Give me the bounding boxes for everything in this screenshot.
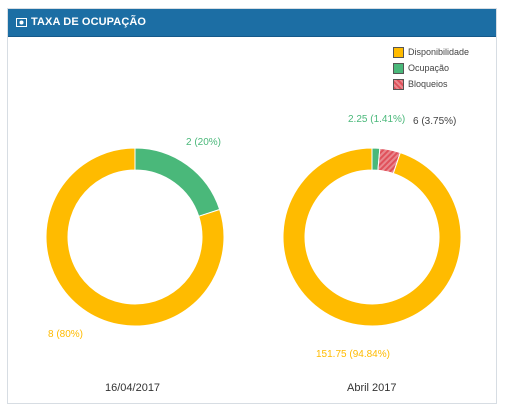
panel-header: TAXA DE OCUPAÇÃO	[8, 9, 496, 37]
slice-label: 2 (20%)	[186, 137, 222, 148]
donut-slice-disponibilidade[interactable]	[45, 147, 225, 327]
donut-slice-disponibilidade[interactable]	[282, 147, 462, 327]
money-icon	[16, 18, 27, 27]
legend-item-ocupacao[interactable]: Ocupação	[393, 60, 469, 76]
occupancy-panel: TAXA DE OCUPAÇÃO	[7, 8, 497, 404]
legend-label-ocupacao: Ocupação	[408, 63, 450, 73]
chart-legend: Disponibilidade Ocupação Bloqueios	[393, 44, 469, 92]
slice-label: 151.75 (94.84%)	[316, 349, 390, 360]
legend-swatch-disponibilidade	[393, 46, 404, 58]
legend-swatch-bloqueios	[393, 78, 404, 90]
donut-chart-daily	[45, 147, 225, 327]
legend-label-bloqueios: Bloqueios	[408, 79, 448, 89]
legend-item-bloqueios[interactable]: Bloqueios	[393, 76, 469, 92]
slice-label: 6 (3.75%)	[413, 116, 457, 127]
panel-title: TAXA DE OCUPAÇÃO	[31, 16, 147, 28]
chart-title: 16/04/2017	[105, 382, 161, 394]
slice-label: 2.25 (1.41%)	[348, 114, 406, 125]
legend-label-disponibilidade: Disponibilidade	[408, 47, 470, 57]
legend-swatch-ocupacao	[393, 62, 404, 74]
chart-title: Abril 2017	[347, 382, 397, 394]
donut-chart-monthly	[282, 147, 462, 327]
legend-item-disponibilidade[interactable]: Disponibilidade	[393, 44, 469, 60]
slice-label: 8 (80%)	[48, 329, 84, 340]
donut-slice-ocupacao[interactable]	[134, 147, 221, 217]
